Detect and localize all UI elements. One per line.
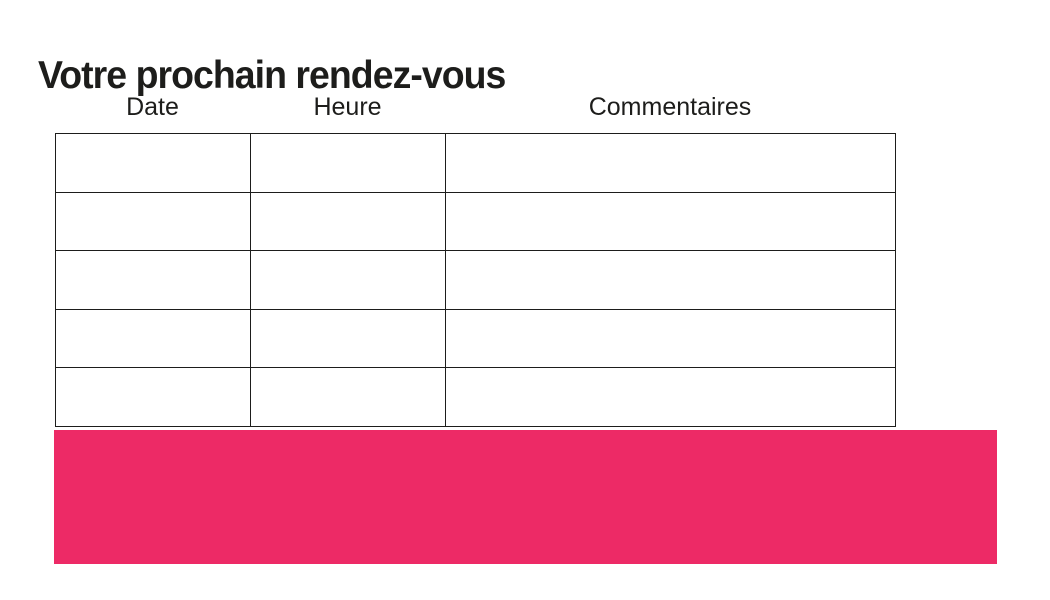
table-cell [250,133,446,193]
accent-bar [54,430,997,564]
table-row [55,191,896,252]
table-cell [445,308,896,369]
table-cell [445,191,896,252]
column-header-date: Date [126,93,179,121]
table-cell [55,133,251,193]
table-row [55,308,896,369]
table-column-headers: Date Heure Commentaires [55,92,895,122]
table-row [55,250,896,310]
table-cell [250,191,446,252]
table-cell [250,308,446,369]
table-cell [250,367,446,427]
appointments-table [55,133,896,427]
table-row [55,367,896,427]
table-cell [55,308,251,369]
column-header-heure: Heure [313,93,382,121]
table-cell [445,133,896,193]
page-title: Votre prochain rendez-vous [38,54,506,98]
table-cell [445,250,896,310]
column-header-commentaires: Commentaires [588,93,752,121]
appointments-table-body [55,133,896,427]
table-cell [55,191,251,252]
table-cell [445,367,896,427]
table-cell [250,250,446,310]
table-cell [55,250,251,310]
table-cell [55,367,251,427]
table-row [55,133,896,193]
